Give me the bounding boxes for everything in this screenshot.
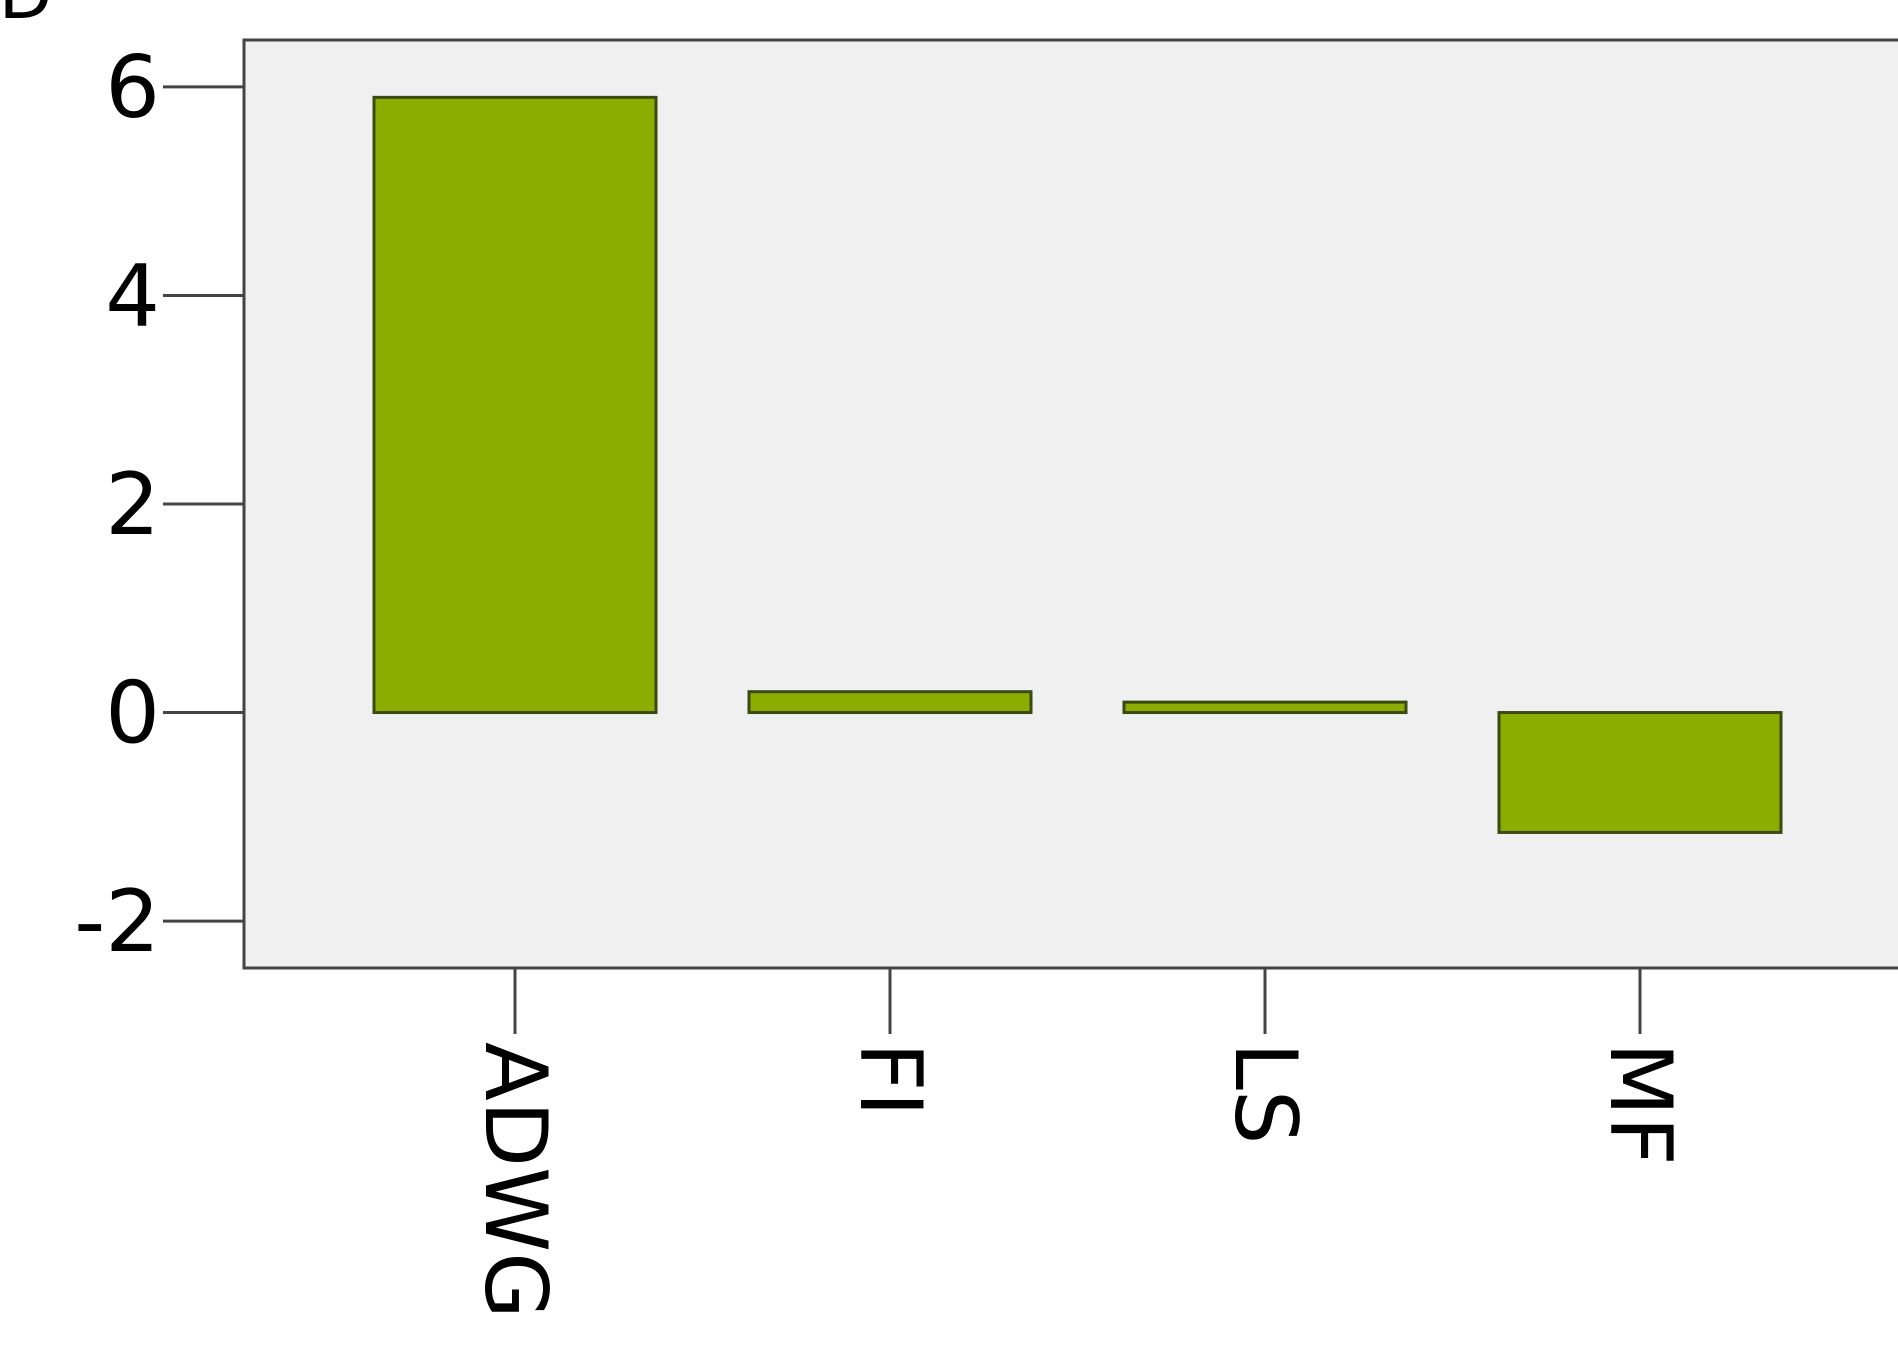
bar-fi xyxy=(747,690,1033,715)
y-tick-label: 4 xyxy=(105,246,160,346)
x-tick-label: LS xyxy=(1215,1042,1315,1145)
x-tick-label: FI xyxy=(840,1042,940,1117)
y-tick-label: 0 xyxy=(105,664,160,764)
x-tick-label: ADWG xyxy=(465,1042,565,1319)
y-tick-label: -2 xyxy=(74,872,160,972)
x-tick-label: MF xyxy=(1590,1042,1690,1166)
x-axis: ADWG FI LS MF xyxy=(465,968,1690,1319)
bars xyxy=(372,95,1783,834)
bar-mf xyxy=(1497,711,1783,834)
y-tick-label: 6 xyxy=(105,38,160,138)
y-tick-label: 2 xyxy=(105,455,160,555)
bar-adwg xyxy=(372,95,658,715)
y-axis: -2 0 2 4 6 xyxy=(74,38,244,972)
bar-ls xyxy=(1122,700,1408,715)
corner-label: ID xyxy=(0,0,53,35)
